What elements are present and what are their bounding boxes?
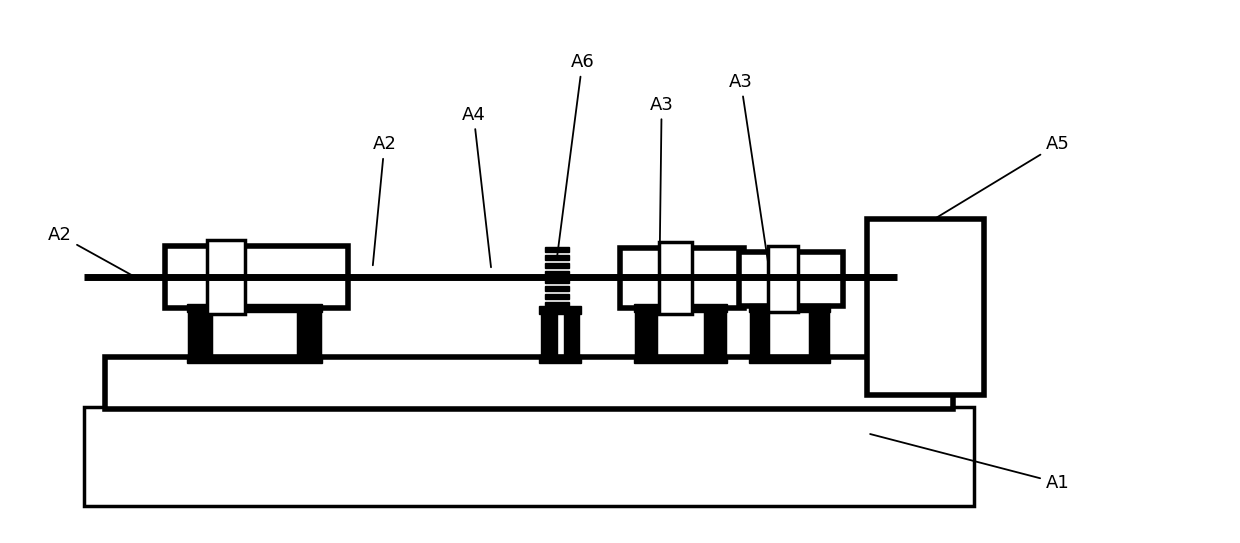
- Bar: [739, 252, 843, 306]
- Bar: [810, 308, 828, 359]
- Bar: [83, 407, 975, 506]
- Bar: [634, 304, 727, 312]
- Text: A1: A1: [870, 434, 1069, 492]
- Bar: [544, 279, 568, 283]
- Bar: [620, 248, 744, 308]
- Bar: [299, 308, 320, 359]
- Bar: [750, 308, 769, 359]
- Bar: [868, 218, 985, 395]
- Text: A3: A3: [650, 96, 673, 262]
- Bar: [539, 306, 582, 313]
- Bar: [544, 270, 568, 276]
- Bar: [544, 294, 568, 299]
- Bar: [190, 308, 211, 359]
- Bar: [544, 247, 568, 252]
- Bar: [544, 286, 568, 291]
- Bar: [187, 355, 322, 363]
- Bar: [541, 310, 557, 359]
- Bar: [706, 308, 725, 359]
- Bar: [749, 304, 830, 312]
- Bar: [564, 310, 579, 359]
- Bar: [749, 355, 830, 363]
- Bar: [105, 357, 952, 408]
- Bar: [539, 355, 582, 363]
- Bar: [658, 242, 692, 313]
- Text: A4: A4: [461, 105, 491, 267]
- Bar: [636, 308, 656, 359]
- Text: A2: A2: [48, 226, 133, 276]
- Bar: [769, 247, 799, 312]
- Bar: [634, 355, 727, 363]
- Bar: [544, 255, 568, 260]
- Bar: [165, 247, 347, 308]
- Text: A3: A3: [729, 73, 768, 262]
- Text: A5: A5: [934, 135, 1069, 219]
- Bar: [544, 302, 568, 307]
- Text: A2: A2: [372, 135, 397, 266]
- Bar: [187, 304, 322, 312]
- Bar: [207, 241, 244, 313]
- Bar: [544, 263, 568, 268]
- Text: A6: A6: [557, 53, 594, 257]
